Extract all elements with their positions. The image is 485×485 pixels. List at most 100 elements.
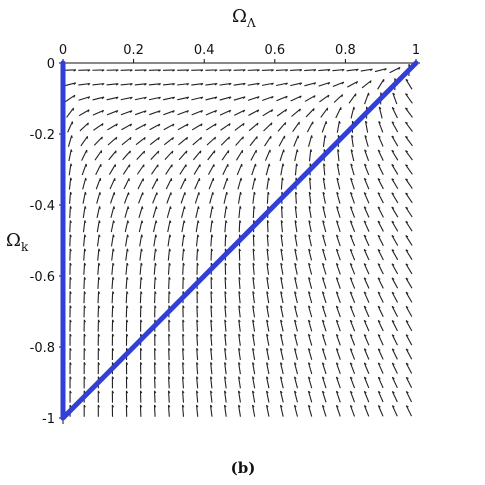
field-arrow-head (238, 305, 241, 309)
field-arrow-head (405, 220, 409, 224)
field-arrow (391, 178, 399, 190)
field-arrow (293, 348, 298, 360)
field-arrow (377, 334, 384, 346)
field-arrow (163, 110, 175, 116)
field-arrow-head (242, 123, 245, 126)
field-arrow (108, 150, 117, 161)
field-arrow-head (140, 362, 143, 365)
field-arrow (290, 82, 302, 87)
field-arrow-head (168, 277, 171, 280)
field-arrow-head (285, 82, 288, 86)
field-arrow (78, 96, 90, 101)
field-arrow (82, 177, 87, 190)
field-arrow-head (168, 291, 171, 294)
field-arrow (322, 234, 327, 247)
field-arrow (167, 390, 170, 403)
field-arrow-head (101, 136, 103, 140)
field-arrow (123, 192, 130, 204)
field-arrow-head (364, 135, 368, 138)
field-arrow (166, 206, 172, 218)
field-arrow (349, 291, 356, 303)
field-arrow (307, 390, 313, 403)
field-arrow-head (349, 305, 353, 309)
field-arrow (266, 191, 269, 204)
field-arrow (349, 220, 356, 232)
field-arrow (233, 109, 246, 116)
field-arrow-head (363, 362, 367, 365)
field-arrow (163, 96, 175, 101)
field-arrow-head (377, 305, 381, 309)
field-arrow-head (154, 291, 157, 294)
field-arrow (224, 319, 227, 332)
field-arrow-head (87, 109, 90, 113)
field-arrow (251, 177, 256, 190)
field-arrow-head (238, 390, 241, 394)
field-arrow-head (140, 319, 143, 323)
field-arrow (221, 150, 230, 161)
field-arrow-head (322, 291, 325, 294)
field-arrow (111, 291, 114, 304)
field-arrow-head (377, 234, 381, 238)
field-arrow-head (363, 291, 367, 294)
field-arrow (83, 262, 86, 275)
field-arrow (294, 263, 298, 275)
field-arrow (321, 291, 327, 304)
field-arrow (265, 376, 270, 389)
field-arrow (121, 123, 132, 131)
field-arrow (182, 348, 184, 361)
field-arrow-head (129, 123, 133, 127)
field-arrow-head (280, 248, 283, 252)
field-arrow-head (294, 291, 297, 294)
field-arrow-head (97, 333, 101, 337)
field-arrow-head (112, 347, 115, 351)
field-arrow-head (84, 248, 87, 252)
field-arrow-head (69, 291, 72, 294)
field-arrow-head (168, 390, 171, 394)
field-arrow-head (210, 333, 213, 337)
field-arrow-head (83, 277, 87, 280)
field-arrow-head (266, 404, 269, 408)
field-arrow (405, 306, 413, 317)
field-arrow (350, 163, 355, 176)
field-arrow (96, 234, 100, 247)
field-arrow-head (336, 348, 339, 351)
field-arrow-head (336, 390, 339, 394)
field-arrow (266, 334, 270, 346)
field-arrow (69, 191, 72, 204)
field-arrow-head (271, 82, 274, 86)
field-arrow-head (336, 319, 339, 323)
field-arrow (405, 249, 413, 260)
field-arrow-head (391, 348, 395, 351)
field-arrow (220, 136, 230, 146)
field-arrow (237, 405, 242, 417)
field-arrow (304, 69, 317, 72)
field-arrow-head (69, 262, 72, 266)
field-arrow (151, 178, 158, 190)
field-arrow-head (200, 110, 203, 113)
field-arrow (238, 319, 241, 332)
field-arrow (219, 96, 232, 101)
field-arrow (252, 348, 256, 360)
field-arrow (83, 277, 85, 290)
field-arrow-head (214, 123, 217, 127)
field-arrow (139, 291, 142, 304)
field-arrow-head (336, 191, 339, 195)
field-arrow-head (144, 110, 147, 113)
field-arrow-head (350, 405, 353, 408)
field-arrow (110, 192, 115, 204)
field-arrow-head (377, 149, 381, 152)
field-arrow-head (225, 220, 228, 224)
field-arrow-head (112, 291, 115, 294)
field-arrow-head (182, 305, 185, 309)
field-arrow-head (155, 220, 158, 224)
field-arrow-head (341, 81, 345, 85)
field-arrow (347, 81, 358, 88)
field-arrow-head (97, 362, 101, 365)
field-arrow (266, 234, 269, 247)
field-arrow-head (182, 390, 185, 394)
field-arrow (349, 405, 356, 417)
field-arrow (68, 177, 72, 190)
field-arrow-head (111, 404, 115, 408)
field-arrow (377, 320, 384, 332)
